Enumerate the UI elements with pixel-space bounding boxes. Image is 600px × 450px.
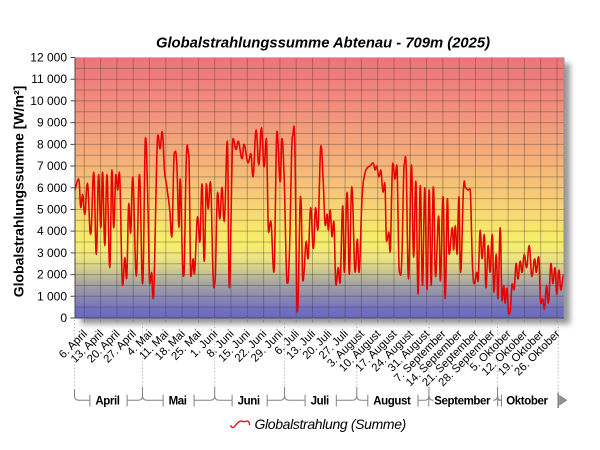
svg-text:Globalstrahlungssumme [W/m²]: Globalstrahlungssumme [W/m²] xyxy=(11,86,27,298)
svg-text:10 000: 10 000 xyxy=(30,94,67,108)
svg-text:3 000: 3 000 xyxy=(37,246,67,260)
svg-text:September: September xyxy=(434,396,491,408)
svg-text:Juli: Juli xyxy=(311,396,329,408)
svg-text:Globalstrahlung (Summe): Globalstrahlung (Summe) xyxy=(255,416,406,432)
svg-text:Juni: Juni xyxy=(238,396,260,408)
svg-text:12 000: 12 000 xyxy=(30,51,67,65)
svg-text:Globalstrahlungssumme Abtenau: Globalstrahlungssumme Abtenau - 709m (20… xyxy=(156,36,490,52)
svg-text:11 000: 11 000 xyxy=(31,72,67,86)
svg-text:2 000: 2 000 xyxy=(37,268,67,282)
svg-text:6 000: 6 000 xyxy=(37,181,67,195)
svg-text:Oktober: Oktober xyxy=(506,396,548,408)
svg-text:August: August xyxy=(373,396,411,408)
svg-text:8 000: 8 000 xyxy=(37,137,67,151)
svg-text:0: 0 xyxy=(60,311,67,325)
svg-text:4 000: 4 000 xyxy=(37,224,67,238)
svg-text:April: April xyxy=(95,396,119,408)
svg-text:Mai: Mai xyxy=(169,396,187,408)
svg-text:7 000: 7 000 xyxy=(37,159,67,173)
svg-text:1 000: 1 000 xyxy=(37,289,67,303)
svg-text:5 000: 5 000 xyxy=(37,203,67,217)
svg-text:9 000: 9 000 xyxy=(37,116,67,130)
